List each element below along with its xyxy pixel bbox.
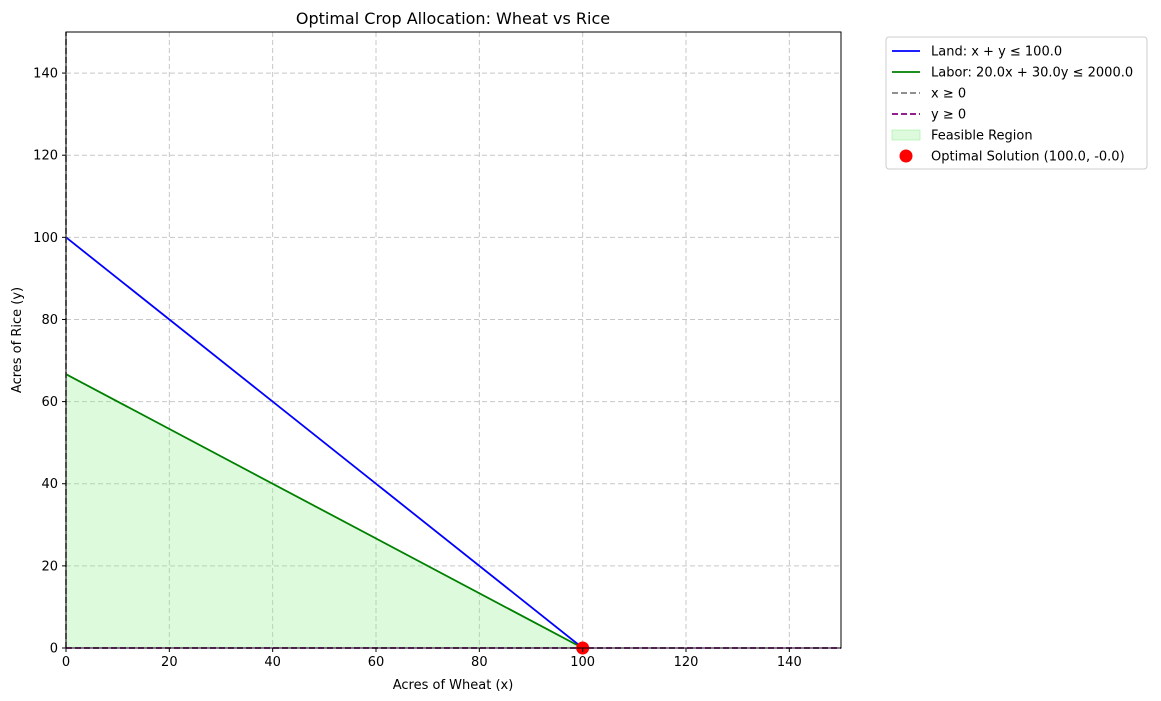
legend-swatch (891, 129, 921, 141)
x-axis-ticks: 0 20 40 60 80 100 120 140 (62, 648, 802, 670)
y-tick-label: 100 (33, 231, 58, 246)
series-line-labor (65, 373, 584, 649)
legend-label: Optimal Solution (100.0, -0.0) (931, 150, 1125, 165)
grid (66, 32, 841, 648)
x-tick-label: 40 (264, 655, 281, 670)
x-tick-label: 100 (570, 655, 595, 670)
y-axis-ticks: 0 20 40 60 80 100 120 140 (33, 67, 66, 657)
x-tick-label: 120 (674, 655, 699, 670)
legend-label: Land: x + y ≤ 100.0 (931, 45, 1062, 60)
chart-title: Optimal Crop Allocation: Wheat vs Rice (296, 9, 610, 28)
series-line-land (65, 236, 584, 649)
legend: Land: x + y ≤ 100.0 Labor: 20.0x + 30.0y … (885, 36, 1148, 170)
y-tick-label: 0 (50, 642, 58, 657)
legend-swatch (899, 149, 913, 163)
legend-items: Land: x + y ≤ 100.0 Labor: 20.0x + 30.0y … (891, 45, 1133, 165)
legend-label: x ≥ 0 (931, 87, 966, 102)
y-tick-label: 80 (41, 313, 58, 328)
x-tick-label: 20 (161, 655, 178, 670)
legend-label: Feasible Region (931, 129, 1033, 144)
y-tick-label: 120 (33, 149, 58, 164)
y-axis-label: Acres of Rice (y) (10, 287, 25, 393)
legend-box (885, 36, 1148, 170)
x-axis-label: Acres of Wheat (x) (393, 678, 514, 693)
legend-label: y ≥ 0 (931, 108, 966, 123)
x-tick-label: 140 (777, 655, 802, 670)
plot-frame (65, 31, 842, 649)
x-tick-label: 0 (62, 655, 70, 670)
x-tick-label: 80 (471, 655, 488, 670)
y-tick-label: 40 (41, 477, 58, 492)
x-tick-label: 60 (368, 655, 385, 670)
y-tick-label: 60 (41, 395, 58, 410)
y-tick-label: 20 (41, 559, 58, 574)
legend-label: Labor: 20.0x + 30.0y ≤ 2000.0 (931, 66, 1133, 81)
y-tick-label: 140 (33, 67, 58, 82)
